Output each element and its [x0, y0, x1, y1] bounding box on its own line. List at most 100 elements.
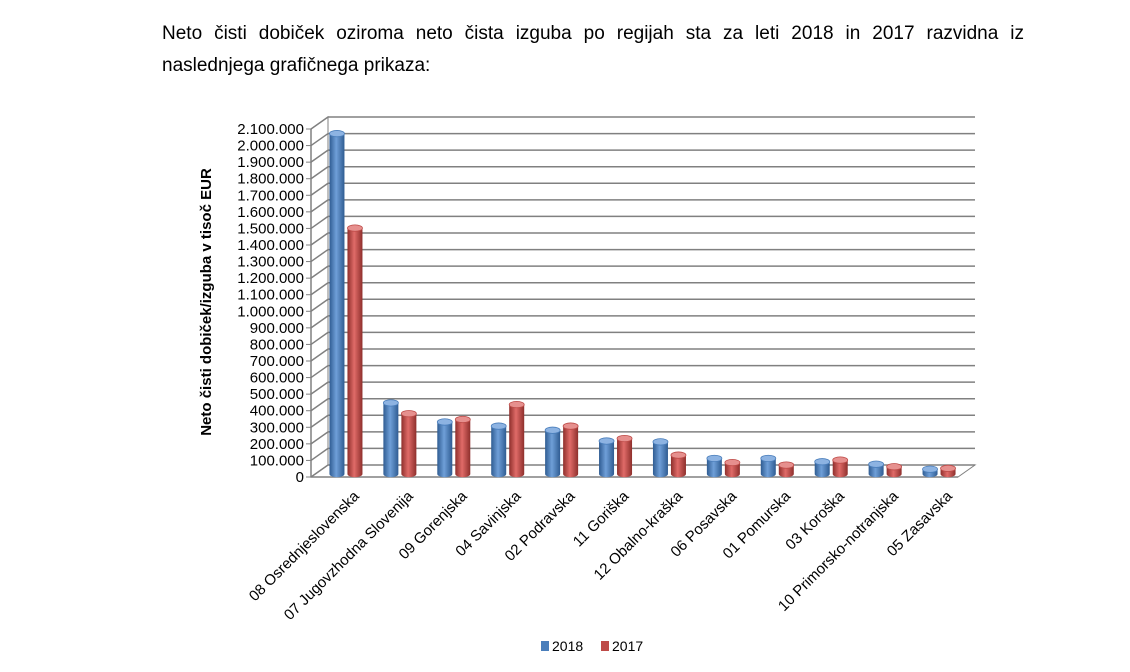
gridline — [310, 165, 975, 180]
gridlines — [306, 116, 975, 478]
legend-swatch-2018 — [541, 641, 549, 651]
gridline — [310, 331, 975, 346]
bar-body — [599, 441, 615, 478]
bar-2017-3 — [508, 400, 525, 478]
bar-2017-8 — [778, 461, 795, 478]
bar-cap — [544, 426, 561, 434]
bar-cap — [400, 410, 417, 418]
bar-cap — [814, 458, 831, 466]
y-tick-label: 1.300.000 — [237, 254, 304, 271]
bar-2018-9 — [814, 458, 831, 478]
gridline — [310, 431, 975, 445]
gridline — [310, 248, 975, 263]
bar-body — [724, 462, 740, 478]
bar-body — [814, 461, 830, 478]
bar-cap — [832, 456, 849, 464]
gridline — [310, 414, 975, 428]
gridline — [310, 132, 975, 147]
gridline — [310, 315, 975, 329]
y-tick-label: 1.700.000 — [237, 187, 304, 204]
bar-cap — [454, 415, 471, 424]
bar-cap — [922, 465, 938, 473]
bar-2017-0 — [347, 224, 363, 478]
bar-2018-0 — [329, 130, 345, 478]
y-tick-label: 1.400.000 — [237, 237, 304, 254]
bar-cap — [868, 460, 885, 468]
bar-cap — [940, 464, 956, 472]
bar-2017-9 — [832, 456, 849, 478]
bar-body — [670, 455, 686, 478]
y-tick-label: 900.000 — [250, 320, 304, 337]
gridline — [310, 364, 975, 379]
y-tick-label: 300.000 — [250, 419, 304, 436]
bar-cap — [886, 463, 903, 471]
bar-cap — [670, 451, 687, 459]
gridline — [310, 397, 975, 412]
gridline — [310, 265, 975, 279]
y-tick-label: 1.900.000 — [237, 154, 304, 171]
gridline — [310, 215, 975, 230]
bar-cap — [724, 458, 741, 467]
y-tick-label: 0 — [296, 469, 304, 486]
y-tick-label: 400.000 — [250, 403, 304, 420]
gridline — [310, 232, 975, 246]
bar-cap — [382, 399, 399, 407]
bar-2018-8 — [760, 454, 777, 478]
bar-body — [455, 419, 471, 478]
bar-2017-5 — [616, 434, 633, 478]
bar-body — [832, 460, 848, 478]
y-tick-label: 1.100.000 — [237, 287, 304, 304]
bar-cap — [598, 437, 615, 445]
y-tick-label: 1.000.000 — [237, 303, 304, 320]
bar-body — [617, 438, 633, 478]
bar-body — [563, 426, 579, 478]
bar-body — [329, 133, 345, 478]
bar-2018-10 — [868, 460, 885, 478]
y-tick-label: 100.000 — [250, 452, 304, 469]
bar-body — [868, 464, 884, 478]
bar-2017-2 — [454, 415, 471, 478]
legend-label-2017: 2017 — [612, 638, 643, 654]
gridline — [310, 447, 975, 462]
bar-2018-1 — [382, 399, 399, 478]
gridline — [310, 116, 975, 130]
bars — [329, 130, 956, 478]
legend-label-2018: 2018 — [552, 638, 583, 654]
bar-2017-1 — [400, 410, 417, 478]
bar-2017-4 — [562, 422, 579, 478]
bar-2018-3 — [490, 422, 507, 478]
gridline — [310, 199, 975, 213]
bar-cap — [347, 224, 363, 232]
y-tick-label: 2.100.000 — [237, 121, 304, 138]
y-tick-label: 1.600.000 — [237, 204, 304, 221]
bar-cap — [490, 422, 507, 430]
bar-body — [491, 426, 507, 478]
bar-body — [509, 404, 525, 478]
gridline — [310, 381, 975, 395]
y-tick-label: 700.000 — [250, 353, 304, 370]
y-axis-label: Neto čisti dobiček/izguba v tisoč EUR — [198, 168, 215, 436]
gridline — [310, 298, 975, 312]
gridline — [310, 149, 975, 163]
gridline — [310, 348, 975, 362]
bar-cap — [329, 130, 345, 138]
bar-body — [760, 458, 776, 478]
bar-cap — [562, 422, 579, 430]
bar-body — [401, 413, 417, 478]
bar-2018-6 — [652, 438, 669, 478]
bar-2018-2 — [436, 418, 453, 478]
bar-body — [706, 458, 722, 478]
bar-body — [652, 441, 668, 478]
bar-body — [545, 430, 561, 478]
y-tick-label: 500.000 — [250, 386, 304, 403]
legend: 2018 2017 — [541, 638, 643, 654]
y-tick-label: 1.200.000 — [237, 270, 304, 287]
bar-cap — [616, 434, 633, 443]
bar-2018-4 — [544, 426, 561, 478]
bar-2018-11 — [922, 465, 938, 478]
legend-swatch-2017 — [601, 641, 609, 651]
bar-2017-11 — [940, 464, 956, 478]
bar-2018-5 — [598, 437, 615, 478]
